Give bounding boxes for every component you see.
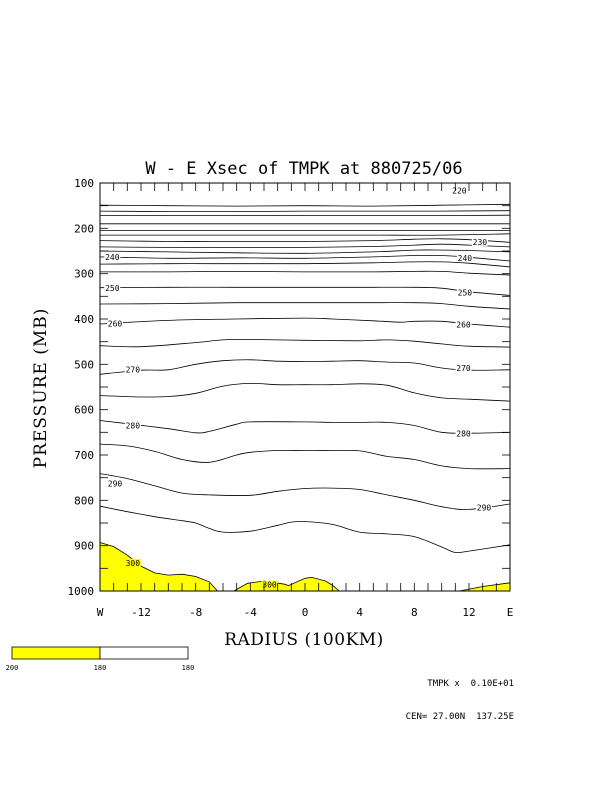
contour-line-10 <box>99 261 511 268</box>
y-tick-label-0: 100 <box>74 177 94 190</box>
contour-line-16 <box>99 359 511 375</box>
contour-label-0: 220 <box>452 187 467 196</box>
y-tick-label-9: 1000 <box>68 585 95 598</box>
contour-label-bg-14 <box>124 558 141 567</box>
contour-line-1 <box>99 210 511 213</box>
legend-label-0: 200 <box>6 664 19 672</box>
contour-label-4: 250 <box>105 284 120 293</box>
contour-line-7 <box>99 243 511 248</box>
contour-line-0 <box>99 203 511 207</box>
contour-line-19 <box>99 443 511 470</box>
contour-line-11 <box>99 270 511 276</box>
contour-label-bg-15 <box>261 580 278 589</box>
x-tick-label-6: 8 <box>411 606 418 619</box>
x-tick-label-7: 12 <box>462 606 475 619</box>
contour-label-bg-5 <box>456 288 473 297</box>
y-tick-label-3: 400 <box>74 313 94 326</box>
contour-label-12: 290 <box>108 480 123 489</box>
contour-label-14: 300 <box>126 559 141 568</box>
shaded-region-2 <box>459 582 511 592</box>
x-tick-label-5: 4 <box>356 606 363 619</box>
contour-label-bg-4 <box>104 284 121 293</box>
contour-line-12 <box>99 286 511 296</box>
y-tick-label-6: 700 <box>74 449 94 462</box>
contour-label-5: 250 <box>458 288 473 297</box>
x-tick-label-4: 0 <box>302 606 309 619</box>
footer-scale: TMPK x 0.10E+01 <box>427 679 514 689</box>
y-tick-labels: 100 200 300 400 500 600 700 800 900 1000 <box>68 177 95 598</box>
y-tick-label-8: 900 <box>74 540 94 553</box>
contour-line-15 <box>99 338 511 348</box>
contour-line-20 <box>99 473 511 510</box>
contour-label-bg-7 <box>455 320 472 329</box>
contour-line-13 <box>99 302 511 310</box>
y-tick-label-4: 500 <box>74 358 94 371</box>
contour-line-21 <box>99 505 511 554</box>
y-tick-label-2: 300 <box>74 268 94 281</box>
contour-label-bg-9 <box>455 364 472 372</box>
legend-segment-white <box>99 646 189 660</box>
contour-line-18 <box>99 420 511 434</box>
shaded-region-1 <box>232 576 341 592</box>
contour-label-9: 270 <box>456 364 471 373</box>
x-tick-label-8: E <box>507 606 514 619</box>
contour-label-7: 260 <box>456 320 471 329</box>
chart-title: W - E Xsec of TMPK at 880725/06 <box>145 159 462 179</box>
shaded-region-0 <box>99 541 219 592</box>
legend-bar: 200 180 180 <box>6 646 195 672</box>
contour-line-6 <box>99 238 511 243</box>
contour-label-bg-2 <box>104 252 121 261</box>
y-axis-label: PRESSURE (MB) <box>31 308 51 469</box>
contour-line-14 <box>99 317 511 328</box>
contour-line-8 <box>99 249 511 254</box>
contour-label-bg-13 <box>476 503 492 512</box>
x-tick-label-2: -8 <box>189 606 202 619</box>
contour-label-bg-8 <box>124 365 141 374</box>
contour-line-9 <box>99 254 511 262</box>
x-tick-label-1: -12 <box>131 606 151 619</box>
x-tick-label-0: W <box>97 606 104 619</box>
legend-label-2: 180 <box>182 664 195 672</box>
contour-label-bg-11 <box>455 429 472 438</box>
contour-label-15: 300 <box>262 581 277 590</box>
contour-label-bg-6 <box>107 319 123 328</box>
axis-ticks <box>99 182 511 592</box>
shaded-regions <box>99 541 511 592</box>
contour-label-bg-1 <box>471 237 488 246</box>
contour-line-17 <box>99 382 511 402</box>
contour-label-11: 280 <box>456 430 471 439</box>
contour-label-13: 290 <box>477 504 492 513</box>
footer-center: CEN= 27.00N 137.25E <box>405 712 514 722</box>
x-axis-label: RADIUS (100KM) <box>224 630 384 650</box>
contour-label-1: 230 <box>473 238 488 247</box>
y-tick-label-7: 800 <box>74 494 94 507</box>
contour-label-bg-0 <box>451 186 468 195</box>
legend-label-1: 180 <box>94 664 107 672</box>
contour-label-bg-3 <box>456 253 473 262</box>
contour-label-bg-10 <box>124 421 141 430</box>
contour-lines <box>99 203 511 554</box>
x-tick-label-3: -4 <box>244 606 258 619</box>
contour-label-10: 280 <box>126 422 141 431</box>
y-tick-label-5: 600 <box>74 404 94 417</box>
contour-label-bg-12 <box>107 479 123 488</box>
y-tick-label-1: 200 <box>74 222 94 235</box>
legend-segment-yellow <box>11 646 101 660</box>
footer-info: TMPK x 0.10E+01 CEN= 27.00N 137.25E <box>384 657 514 734</box>
contour-label-8: 270 <box>126 365 141 374</box>
contour-line-5 <box>100 233 511 236</box>
contour-label-3: 240 <box>458 254 473 263</box>
contour-label-6: 260 <box>108 320 123 329</box>
x-tick-labels: W -12 -8 -4 0 4 8 12 E <box>97 606 514 619</box>
contour-label-2: 240 <box>105 253 120 262</box>
